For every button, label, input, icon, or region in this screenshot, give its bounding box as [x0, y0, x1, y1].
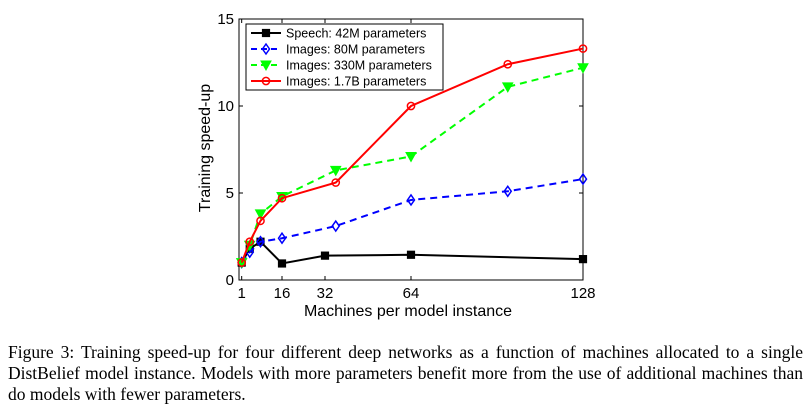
data-point	[331, 178, 341, 187]
x-tick-label: 32	[317, 285, 334, 302]
series-1	[237, 237, 588, 268]
legend-entry: Images: 1.7B parameters	[286, 75, 426, 89]
data-point	[578, 44, 588, 53]
axis-ticks: 1 16 32 64 128 0 5 10 15	[217, 11, 595, 302]
series-3	[235, 63, 589, 269]
data-point	[320, 251, 330, 260]
legend: Speech: 42M parameters Images: 80M parame…	[245, 23, 444, 91]
y-tick-label: 15	[217, 11, 234, 28]
data-point	[331, 219, 341, 233]
legend-marker	[261, 28, 271, 38]
data-point	[256, 235, 265, 249]
legend-marker	[261, 42, 271, 56]
series-line	[240, 178, 584, 264]
y-tick-label: 0	[226, 272, 234, 289]
figure-caption: Figure 3: Training speed-up for four dif…	[8, 342, 803, 404]
data-point	[405, 151, 417, 163]
x-tick-label: 64	[403, 285, 420, 302]
x-tick-label: 16	[274, 285, 291, 302]
data-point	[254, 209, 267, 220]
series-layer	[235, 44, 589, 269]
legend-box	[245, 23, 444, 91]
data-point	[237, 258, 247, 267]
data-point	[406, 193, 416, 207]
data-point	[256, 216, 265, 226]
data-point	[406, 250, 416, 259]
x-tick-label: 128	[570, 285, 595, 302]
data-point	[329, 165, 342, 177]
data-point	[245, 237, 255, 247]
data-point	[277, 231, 287, 245]
data-point	[578, 255, 588, 264]
data-point	[406, 101, 416, 111]
legend-marker	[261, 76, 271, 86]
series-line	[240, 66, 584, 264]
legend-entry: Images: 80M parameters	[286, 43, 425, 57]
data-point	[277, 259, 287, 268]
x-tick-label: 1	[238, 285, 246, 302]
series-4	[237, 44, 588, 267]
data-point	[503, 184, 513, 198]
data-point	[503, 59, 513, 69]
y-tick-label: 5	[226, 185, 234, 202]
x-axis-label: Machines per model instance	[304, 303, 512, 320]
legend-marker	[260, 60, 272, 72]
data-point	[577, 63, 589, 74]
data-point	[501, 82, 514, 93]
data-point	[277, 193, 287, 203]
speedup-chart: 1 16 32 64 128 0 5 10 15 Machines per model inst…	[197, 11, 596, 320]
y-tick-label: 10	[217, 98, 234, 115]
legend-entry: Images: 330M parameters	[286, 59, 432, 73]
y-axis-label: Training speed-up	[197, 84, 214, 212]
legend-entry: Speech: 42M parameters	[286, 27, 426, 41]
data-point	[578, 172, 588, 186]
